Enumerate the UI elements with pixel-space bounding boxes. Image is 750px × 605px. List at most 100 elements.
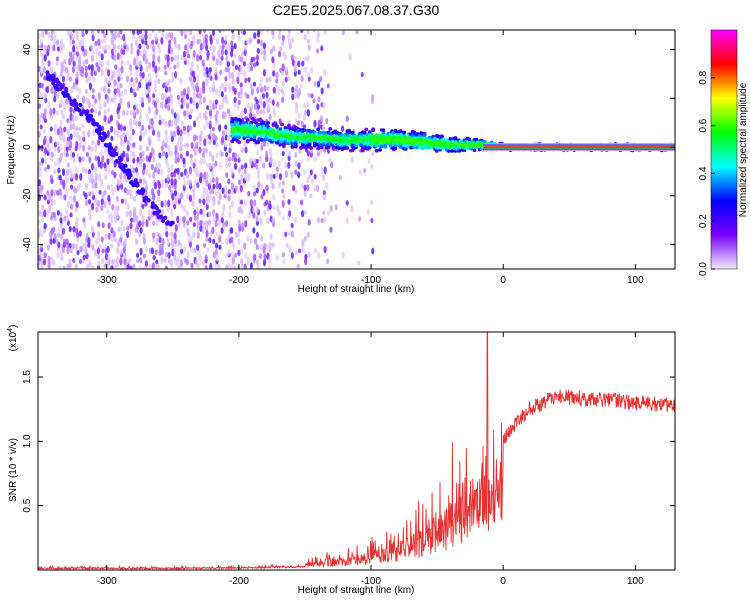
heatmap-noise-cell	[157, 168, 161, 175]
heatmap-noise-cell	[192, 231, 196, 238]
heatmap-noise-cell	[222, 95, 226, 104]
heatmap-noise-cell	[195, 214, 199, 221]
heatmap-noise-cell	[192, 49, 196, 58]
heatmap-noise-cell	[358, 169, 362, 175]
heatmap-noise-cell	[87, 98, 91, 105]
heatmap-noise-cell	[205, 66, 209, 75]
heatmap-noise-cell	[127, 101, 131, 109]
heatmap-noise-cell	[138, 134, 143, 142]
heatmap-noise-cell	[215, 212, 219, 218]
heatmap-noise-cell	[275, 78, 279, 84]
heatmap-noise-cell	[109, 114, 114, 122]
heatmap-noise-cell	[157, 189, 161, 197]
heatmap-noise-cell	[220, 101, 225, 110]
heatmap-noise-cell	[229, 227, 234, 234]
heatmap-noise-cell	[144, 30, 148, 35]
heatmap-noise-cell	[249, 37, 253, 45]
heatmap-noise-cell	[357, 215, 362, 222]
heatmap-band-cell	[371, 127, 376, 131]
heatmap-streak-cell	[79, 111, 84, 117]
heatmap-noise-cell	[76, 94, 80, 100]
heatmap-noise-cell	[185, 142, 190, 149]
heatmap-noise-cell	[259, 97, 263, 106]
heatmap-noise-cell	[185, 209, 189, 217]
heatmap-noise-cell	[58, 156, 62, 163]
heatmap-noise-cell	[211, 177, 215, 183]
heatmap-streak-cell	[103, 142, 108, 148]
heatmap-noise-cell	[278, 181, 282, 189]
heatmap-noise-cell	[293, 55, 297, 61]
heatmap-noise-cell	[76, 152, 80, 159]
heatmap-noise-cell	[307, 173, 312, 180]
heatmap-band-cell	[450, 149, 455, 153]
heatmap-noise-cell	[233, 53, 237, 59]
heatmap-noise-cell	[111, 259, 115, 266]
heatmap-noise-cell	[126, 203, 130, 211]
heatmap-noise-cell	[260, 194, 264, 200]
heatmap-noise-cell	[222, 30, 226, 33]
heatmap-noise-cell	[209, 129, 213, 137]
heatmap-noise-cell	[87, 237, 91, 245]
heatmap-noise-cell	[58, 125, 63, 133]
heatmap-noise-cell	[272, 86, 276, 94]
heatmap-noise-cell	[227, 162, 232, 168]
heatmap-noise-cell	[144, 88, 149, 95]
heatmap-noise-cell	[242, 69, 247, 78]
heatmap-band-cell	[273, 121, 278, 125]
heatmap-noise-cell	[179, 142, 183, 149]
heatmap-noise-cell	[303, 190, 307, 198]
heatmap-noise-cell	[316, 80, 321, 88]
heatmap-noise-cell	[125, 45, 129, 52]
heatmap-noise-cell	[253, 237, 258, 245]
heatmap-noise-cell	[205, 194, 210, 202]
heatmap-noise-cell	[247, 211, 251, 220]
heatmap-noise-cell	[79, 173, 83, 181]
heatmap-noise-cell	[53, 123, 57, 131]
heatmap-noise-cell	[317, 96, 321, 103]
heatmap-noise-cell	[167, 199, 171, 208]
heatmap-noise-cell	[253, 103, 258, 111]
heatmap-noise-cell	[193, 180, 197, 186]
heatmap-noise-cell	[46, 44, 51, 53]
heatmap-noise-cell	[120, 44, 124, 50]
heatmap-noise-cell	[230, 263, 234, 269]
heatmap-noise-cell	[155, 162, 159, 169]
heatmap-noise-cell	[113, 79, 117, 87]
heatmap-noise-cell	[226, 66, 230, 73]
heatmap-noise-cell	[186, 42, 190, 50]
heatmap-noise-cell	[221, 44, 225, 50]
heatmap-noise-cell	[47, 255, 51, 261]
heatmap-noise-cell	[170, 164, 174, 170]
heatmap-noise-cell	[252, 62, 257, 68]
heatmap-noise-cell	[260, 39, 264, 47]
heatmap-noise-cell	[184, 44, 188, 51]
heatmap-noise-cell	[215, 176, 219, 185]
heatmap-noise-cell	[260, 47, 264, 56]
heatmap-noise-cell	[132, 157, 136, 164]
heatmap-noise-cell	[98, 51, 102, 57]
heatmap-noise-cell	[147, 106, 151, 115]
heatmap-noise-cell	[87, 172, 91, 181]
heatmap-noise-cell	[91, 94, 95, 100]
heatmap-streak-cell	[50, 76, 55, 82]
heatmap-noise-cell	[250, 102, 254, 109]
heatmap-noise-cell	[156, 179, 161, 186]
heatmap-noise-cell	[160, 178, 164, 186]
heatmap-noise-cell	[205, 179, 209, 187]
heatmap-noise-cell	[262, 100, 266, 109]
heatmap-noise-cell	[98, 103, 102, 112]
heatmap-noise-cell	[46, 164, 51, 170]
heatmap-noise-cell	[206, 105, 210, 111]
heatmap-noise-cell	[313, 119, 317, 128]
heatmap-noise-cell	[58, 264, 63, 269]
heatmap-noise-cell	[237, 99, 241, 105]
heatmap-noise-cell	[240, 264, 244, 269]
heatmap-noise-cell	[46, 243, 50, 251]
heatmap-noise-cell	[300, 75, 304, 83]
heatmap-noise-cell	[161, 30, 165, 33]
heatmap-noise-cell	[110, 235, 114, 243]
heatmap-noise-cell	[68, 242, 72, 249]
heatmap-noise-cell	[207, 219, 212, 226]
heatmap-noise-cell	[217, 187, 221, 195]
